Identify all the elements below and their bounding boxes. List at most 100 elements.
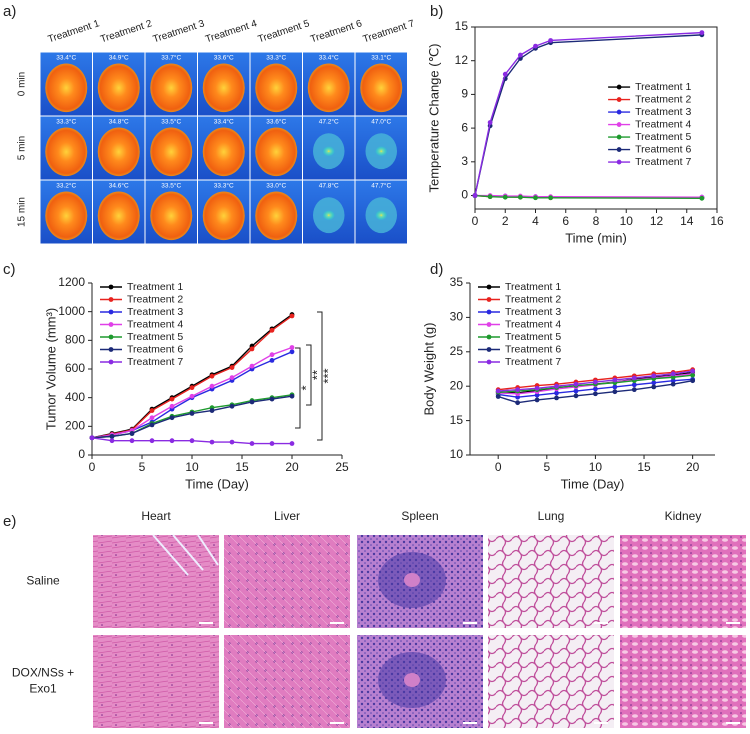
- tissue-image: [93, 535, 219, 628]
- data-point: [169, 415, 175, 421]
- data-point: [670, 378, 676, 384]
- legend-label: Treatment 4: [635, 118, 691, 130]
- row-label: 5 min: [17, 136, 28, 160]
- data-point: [149, 408, 155, 413]
- temperature-label: 33.3°C: [214, 182, 234, 190]
- column-label: Treatment 6: [309, 18, 364, 45]
- mouse-body: [255, 127, 298, 177]
- legend-marker: [486, 334, 492, 340]
- data-point: [189, 385, 195, 391]
- data-point: [472, 193, 478, 198]
- data-point: [690, 372, 696, 378]
- y-tick-label: 1000: [58, 304, 85, 318]
- data-point: [612, 389, 618, 395]
- y-tick-label: 800: [65, 333, 85, 347]
- data-point: [109, 433, 115, 439]
- legend-label: Treatment 3: [505, 306, 561, 318]
- data-point: [169, 396, 175, 402]
- data-point: [249, 441, 255, 446]
- data-point: [573, 381, 579, 387]
- legend-label: Treatment 5: [505, 331, 561, 343]
- y-tick-label: 9: [461, 87, 468, 101]
- data-point: [229, 365, 235, 370]
- significance-bracket: [295, 347, 301, 429]
- temperature-label: 34.9°C: [109, 54, 129, 62]
- y-tick-label: 20: [450, 378, 464, 392]
- x-tick-label: 8: [593, 214, 600, 228]
- y-tick-label: 30: [450, 310, 464, 324]
- x-tick-label: 10: [589, 460, 603, 474]
- data-point: [593, 379, 598, 385]
- tissue-image: [488, 635, 614, 728]
- data-point: [249, 399, 255, 405]
- legend-marker: [486, 347, 492, 352]
- data-point: [269, 396, 275, 402]
- data-point: [502, 71, 508, 77]
- temperature-label: 33.7°C: [161, 54, 181, 62]
- temperature-label: 33.0°C: [266, 182, 286, 190]
- tissue-image: [488, 535, 614, 628]
- data-point: [517, 52, 523, 58]
- legend-marker: [486, 322, 492, 327]
- data-point: [534, 392, 540, 398]
- legend-marker: [616, 147, 622, 152]
- column-label: Treatment 1: [47, 18, 102, 45]
- data-point: [593, 386, 598, 392]
- x-axis-label: Time (min): [565, 230, 627, 245]
- column-label: Treatment 7: [362, 18, 417, 45]
- mouse-body: [255, 191, 298, 241]
- legend-label: Treatment 2: [127, 293, 183, 305]
- tissue-image: [93, 635, 219, 728]
- y-tick-label: 600: [65, 361, 85, 375]
- temperature-label: 33.1°C: [371, 54, 391, 62]
- temperature-label: 47.0°C: [371, 118, 391, 126]
- data-point: [249, 346, 255, 352]
- row-label: Exo1: [29, 682, 57, 696]
- significance-bracket: [306, 344, 312, 406]
- row-label: DOX/NSs +: [12, 666, 74, 680]
- y-tick-label: 15: [455, 19, 469, 33]
- data-point: [149, 415, 155, 421]
- legend-label: Treatment 1: [635, 81, 691, 93]
- temperature-label: 47.7°C: [371, 182, 391, 190]
- significance-bracket: [317, 311, 323, 441]
- data-point: [269, 441, 275, 446]
- spleen-red-pulp: [404, 573, 420, 587]
- legend-label: Treatment 1: [505, 281, 561, 293]
- data-point: [495, 388, 501, 394]
- data-point: [548, 38, 554, 43]
- mouse-body: [97, 127, 140, 177]
- x-tick-label: 15: [235, 460, 249, 474]
- data-point: [670, 374, 676, 380]
- legend-label: Treatment 5: [635, 131, 691, 143]
- x-tick-label: 14: [680, 214, 694, 228]
- temperature-label: 47.8°C: [319, 182, 339, 190]
- legend-label: Treatment 6: [635, 143, 691, 155]
- data-point: [495, 394, 501, 399]
- y-tick-label: 3: [461, 154, 468, 168]
- legend-label: Treatment 4: [127, 318, 183, 330]
- data-point: [269, 327, 275, 333]
- data-point: [699, 30, 705, 36]
- data-point: [189, 411, 195, 416]
- temperature-label: 33.6°C: [214, 54, 234, 62]
- x-tick-label: 5: [543, 460, 550, 474]
- data-point: [515, 394, 521, 400]
- row-label: 15 min: [17, 197, 28, 227]
- data-point: [573, 388, 579, 394]
- y-tick-label: 1200: [58, 275, 85, 289]
- data-point: [517, 194, 523, 200]
- temperature-label: 33.4°C: [214, 118, 234, 126]
- legend-marker: [108, 359, 114, 365]
- row-label: 0 min: [17, 72, 28, 96]
- mouse-body: [45, 191, 88, 241]
- mouse-body: [45, 63, 88, 113]
- legend-label: Treatment 3: [635, 106, 691, 118]
- column-label: Kidney: [665, 509, 702, 523]
- significance-label: ***: [320, 368, 335, 383]
- row-label: Saline: [26, 574, 60, 588]
- x-tick-label: 10: [620, 214, 634, 228]
- column-label: Treatment 5: [257, 18, 312, 45]
- mouse-body: [202, 127, 245, 177]
